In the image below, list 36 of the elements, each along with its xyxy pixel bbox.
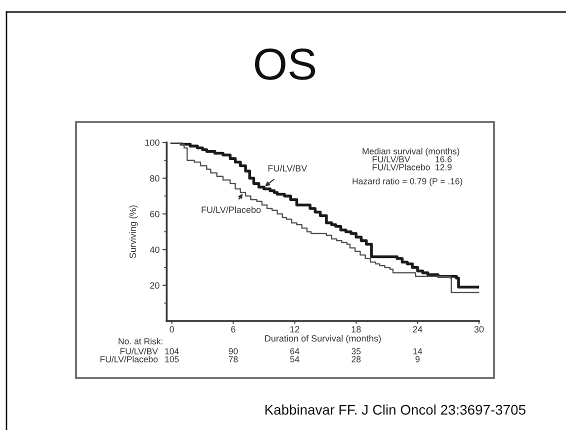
chart-title: OS xyxy=(254,48,316,80)
text: FU/LV/Placebo xyxy=(100,356,158,362)
text: No. at Risk: xyxy=(118,338,162,344)
text: 78 xyxy=(228,356,238,362)
y-axis-title: Surviving (%) xyxy=(129,205,138,258)
text: 64 xyxy=(290,348,300,354)
annotation: FU/LV/Placebo xyxy=(372,164,430,170)
text: 28 xyxy=(352,356,361,362)
x-tick-label: 6 xyxy=(231,326,236,332)
annotation: Hazard ratio = 0.79 (P = .16) xyxy=(352,178,462,186)
annotation: FU/LV/BV xyxy=(372,156,410,162)
y-tick-label: 20 xyxy=(150,282,160,289)
x-tick-label: 30 xyxy=(474,326,484,332)
y-tick-label: 100 xyxy=(145,139,160,146)
text: 104 xyxy=(165,348,179,354)
text: 105 xyxy=(165,356,179,362)
x-axis-title: Duration of Survival (months) xyxy=(265,334,381,344)
x-tick-label: 0 xyxy=(170,326,174,332)
y-tick-label: 40 xyxy=(150,246,160,253)
y-tick-label: 60 xyxy=(150,210,160,218)
text: FU/LV/BV xyxy=(120,348,158,354)
text: 9 xyxy=(416,356,420,362)
x-tick-label: 12 xyxy=(290,326,300,332)
annotation: 12.9 xyxy=(436,164,452,170)
y-tick-label: 80 xyxy=(150,175,160,182)
text: 35 xyxy=(352,348,361,354)
series-label: FU/LV/BV xyxy=(268,164,308,172)
x-tick-label: 24 xyxy=(413,326,422,332)
text: 14 xyxy=(413,348,422,354)
annotation: Median survival (months) xyxy=(362,148,460,156)
text: 54 xyxy=(290,356,300,362)
series-label: FU/LV/Placebo xyxy=(202,206,261,213)
x-tick-label: 18 xyxy=(352,326,361,332)
text: 90 xyxy=(228,348,238,354)
text: Kabbinavar FF. J Clin Oncol 23:3697-3705 xyxy=(265,404,526,415)
annotation: 16.6 xyxy=(436,156,452,162)
